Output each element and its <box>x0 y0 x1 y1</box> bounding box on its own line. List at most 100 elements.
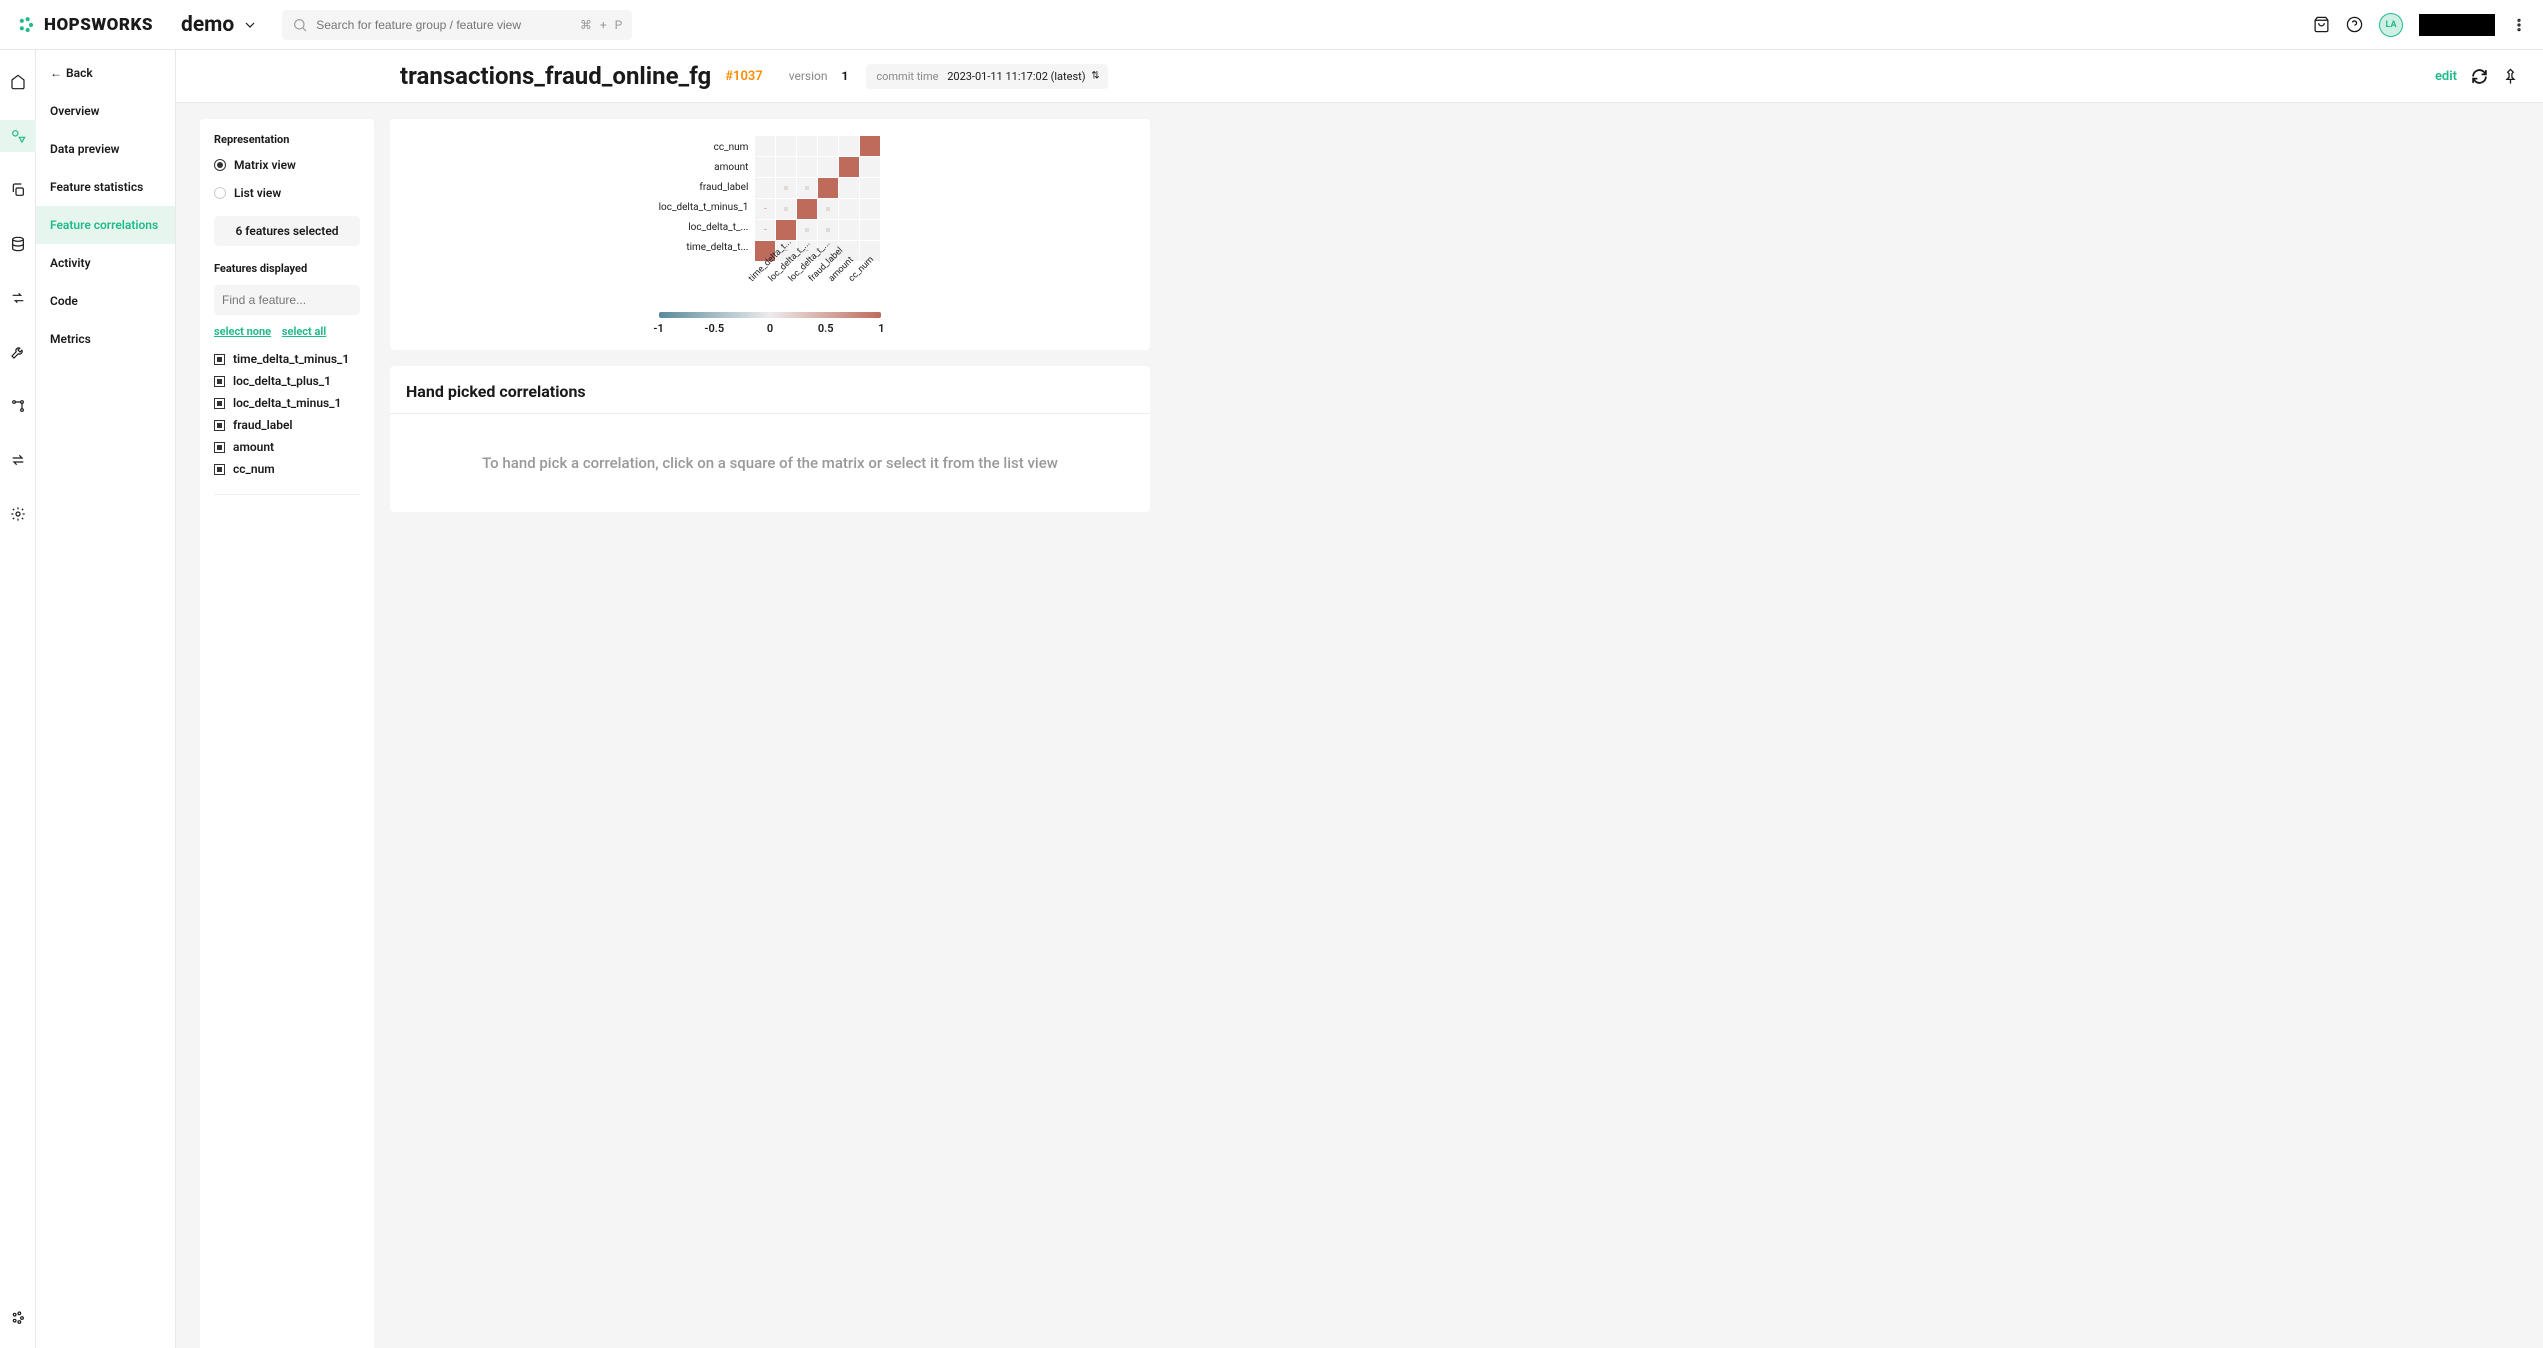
matrix-cell[interactable] <box>776 199 797 220</box>
help-icon[interactable] <box>2346 16 2363 33</box>
top-right-icons: LA <box>2313 13 2527 37</box>
rail-transfer[interactable] <box>0 444 36 476</box>
radio-list-view[interactable]: List view <box>214 184 360 202</box>
edit-button[interactable]: edit <box>2435 69 2457 84</box>
matrix-cell[interactable] <box>755 178 776 199</box>
matrix-cell[interactable]: - <box>755 220 776 241</box>
divider <box>214 494 360 495</box>
sidebar-item-activity[interactable]: Activity <box>36 244 175 282</box>
features-displayed-title: Features displayed <box>214 262 360 275</box>
feature-checkbox-loc_delta_t_plus_1[interactable]: loc_delta_t_plus_1 <box>214 370 360 392</box>
matrix-cell[interactable] <box>797 178 818 199</box>
search-input[interactable] <box>316 18 572 32</box>
feature-label: loc_delta_t_minus_1 <box>233 396 341 410</box>
radio-label: Matrix view <box>234 158 296 172</box>
refresh-icon[interactable] <box>2471 68 2488 85</box>
controls-panel: Representation Matrix view List view 6 f… <box>200 119 374 1348</box>
matrix-cell[interactable] <box>860 178 881 199</box>
feature-checkbox-cc_num[interactable]: cc_num <box>214 458 360 480</box>
checkbox-icon <box>214 398 225 409</box>
rail-storage[interactable] <box>0 228 36 260</box>
feature-checkbox-fraud_label[interactable]: fraud_label <box>214 414 360 436</box>
matrix-cell[interactable] <box>797 220 818 241</box>
matrix-cell[interactable]: - <box>755 199 776 220</box>
checkbox-icon <box>214 442 225 453</box>
copy-icon <box>10 182 26 198</box>
back-label: Back <box>66 66 93 80</box>
rail-features[interactable] <box>0 120 36 152</box>
handpicked-title: Hand picked correlations <box>406 382 1134 413</box>
select-all-link[interactable]: select all <box>282 325 326 338</box>
matrix-cell[interactable] <box>776 178 797 199</box>
pin-icon[interactable] <box>2502 68 2519 85</box>
matrix-cell[interactable] <box>755 157 776 178</box>
matrix-cell[interactable] <box>818 178 839 199</box>
feature-checkbox-time_delta_t_minus_1[interactable]: time_delta_t_minus_1 <box>214 348 360 370</box>
matrix-cell[interactable] <box>839 157 860 178</box>
checkbox-icon <box>214 354 225 365</box>
shopping-bag-icon[interactable] <box>2313 16 2330 33</box>
feature-label: fraud_label <box>233 418 293 432</box>
handpicked-panel: Hand picked correlations To hand pick a … <box>390 366 1150 512</box>
brand-name: HOPSWORKS <box>44 15 153 35</box>
gear-icon <box>10 506 26 522</box>
matrix-cell[interactable] <box>776 157 797 178</box>
commit-time-dropdown[interactable]: commit time 2023-01-11 11:17:02 (latest)… <box>866 64 1107 89</box>
matrix-cell[interactable] <box>818 157 839 178</box>
rail-home[interactable] <box>0 66 36 98</box>
correlation-matrix[interactable]: ---- <box>754 135 881 262</box>
sidebar-item-overview[interactable]: Overview <box>36 92 175 130</box>
more-vertical-icon[interactable] <box>2511 17 2527 33</box>
matrix-cell[interactable] <box>797 199 818 220</box>
sidebar-item-code[interactable]: Code <box>36 282 175 320</box>
matrix-cell[interactable] <box>818 199 839 220</box>
select-none-link[interactable]: select none <box>214 325 271 338</box>
avatar[interactable]: LA <box>2379 13 2403 37</box>
user-name-redacted <box>2419 14 2495 36</box>
matrix-cell[interactable] <box>755 136 776 157</box>
feature-search-input[interactable] <box>214 285 360 315</box>
matrix-cell[interactable] <box>860 220 881 241</box>
matrix-cell[interactable] <box>818 136 839 157</box>
right-panels: cc_numamountfraud_labelloc_delta_t_minus… <box>390 119 1150 1348</box>
updown-icon: ⇅ <box>1091 71 1099 82</box>
search-shortcut-hint: ⌘+P <box>580 18 622 32</box>
network-icon <box>10 398 26 414</box>
feature-checkbox-loc_delta_t_minus_1[interactable]: loc_delta_t_minus_1 <box>214 392 360 414</box>
matrix-cell[interactable] <box>797 136 818 157</box>
rail-settings[interactable] <box>0 498 36 530</box>
rail-bottom[interactable] <box>0 1302 36 1334</box>
brand-logo: HOPSWORKS <box>16 15 153 35</box>
matrix-cell[interactable] <box>818 220 839 241</box>
transfer-icon <box>10 452 26 468</box>
matrix-cell[interactable] <box>839 220 860 241</box>
database-icon <box>10 236 26 252</box>
radio-matrix-view[interactable]: Matrix view <box>214 156 360 174</box>
rail-compare[interactable] <box>0 282 36 314</box>
top-bar: HOPSWORKS demo ⌘+P LA <box>0 0 2543 50</box>
sidebar-item-metrics[interactable]: Metrics <box>36 320 175 358</box>
rail-integrations[interactable] <box>0 390 36 422</box>
search-box[interactable]: ⌘+P <box>282 10 632 40</box>
matrix-cell[interactable] <box>776 136 797 157</box>
matrix-cell[interactable] <box>839 178 860 199</box>
project-selector[interactable]: demo <box>181 13 258 37</box>
fg-id-badge: #1037 <box>725 69 762 84</box>
matrix-cell[interactable] <box>860 136 881 157</box>
matrix-cell[interactable] <box>860 199 881 220</box>
matrix-cell[interactable] <box>839 136 860 157</box>
sidebar-item-data-preview[interactable]: Data preview <box>36 130 175 168</box>
feature-checkbox-amount[interactable]: amount <box>214 436 360 458</box>
sidebar-item-feature-correlations[interactable]: Feature correlations <box>36 206 175 244</box>
matrix-cell[interactable] <box>797 157 818 178</box>
arrow-left-icon: ← <box>50 66 62 80</box>
handpicked-empty-text: To hand pick a correlation, click on a s… <box>406 414 1134 512</box>
matrix-cell[interactable] <box>839 199 860 220</box>
rail-files[interactable] <box>0 174 36 206</box>
matrix-cell[interactable] <box>860 157 881 178</box>
rail-tools[interactable] <box>0 336 36 368</box>
wrench-icon <box>10 344 26 360</box>
sidebar-item-feature-statistics[interactable]: Feature statistics <box>36 168 175 206</box>
colorbar: -1-0.500.51 <box>659 312 882 334</box>
back-link[interactable]: ← Back <box>36 50 175 92</box>
